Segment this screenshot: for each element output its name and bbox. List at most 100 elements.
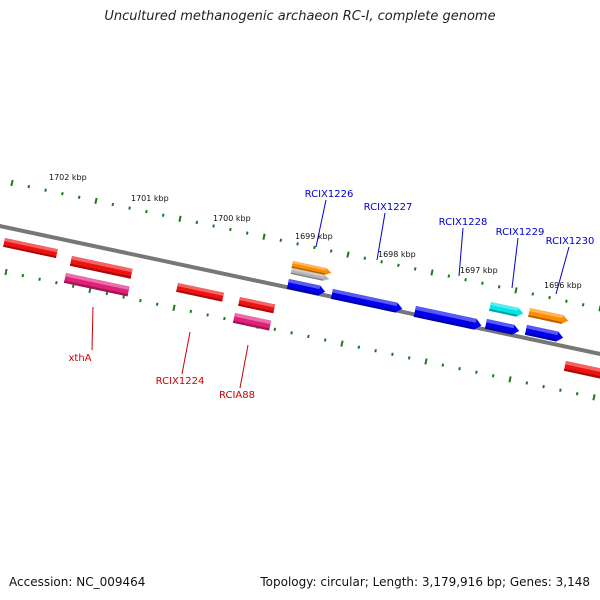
gene-leader-line [239, 344, 249, 389]
gene-label[interactable]: RCIX1224 [156, 376, 205, 387]
gene-shadow [524, 332, 557, 342]
ruler-label: 1701 kbp [131, 194, 169, 203]
gene-leader-line [91, 306, 94, 351]
gene-highlight [71, 256, 133, 273]
gene-feature[interactable] [290, 268, 330, 282]
tick-mark [229, 227, 232, 232]
gene-highlight [292, 261, 327, 271]
gene-feature[interactable] [238, 297, 276, 314]
tick-mark [514, 287, 518, 294]
gene-shadow [69, 263, 132, 279]
gene-feature[interactable] [176, 283, 224, 302]
accession-label: Accession: NC_009464 [9, 575, 146, 589]
gene-highlight [490, 302, 519, 311]
tick-row-upper [10, 179, 600, 312]
ruler-label: 1698 kbp [378, 250, 416, 259]
tick-mark [77, 195, 81, 199]
tick-mark [363, 256, 367, 260]
tick-mark [565, 299, 568, 303]
gene-feature[interactable] [563, 361, 600, 380]
tick-mark [172, 304, 176, 311]
gene-highlight [486, 319, 515, 329]
tick-mark [491, 374, 495, 378]
tick-mark [464, 278, 467, 282]
gene-label[interactable]: RCIX1230 [546, 236, 595, 247]
gene-shadow [176, 289, 223, 302]
tick-mark [21, 273, 25, 278]
genome-summary: Topology: circular; Length: 3,179,916 bp… [260, 575, 590, 589]
gene-shadow [330, 296, 396, 313]
tick-mark [548, 295, 551, 300]
gene-feature[interactable] [413, 306, 483, 331]
gene-feature[interactable] [69, 256, 133, 279]
gene-feature[interactable] [63, 273, 130, 297]
gene-leader-line [511, 237, 519, 289]
tick-mark [296, 242, 299, 246]
tick-mark [575, 392, 579, 396]
ruler-label: 1696 kbp [544, 281, 582, 290]
tick-mark [413, 267, 417, 271]
tick-mark [424, 358, 428, 365]
tick-mark [155, 302, 159, 306]
gene-shadow [238, 303, 274, 314]
gene-feature[interactable] [3, 238, 58, 259]
tick-mark [105, 291, 109, 296]
tick-mark [55, 281, 58, 285]
tick-mark [441, 363, 445, 367]
tick-mark [94, 197, 98, 205]
gene-label[interactable]: RCIX1226 [305, 189, 354, 200]
ruler-label: 1702 kbp [49, 173, 87, 182]
gene-feature[interactable] [484, 319, 520, 336]
gene-label[interactable]: RCIX1228 [439, 217, 488, 228]
tick-mark [195, 220, 199, 225]
gene-highlight [177, 283, 224, 296]
gene-highlight [288, 279, 321, 290]
gene-feature[interactable] [489, 302, 524, 318]
gene-highlight [415, 306, 477, 323]
gene-feature[interactable] [286, 279, 326, 297]
tick-mark [592, 394, 596, 401]
tick-mark [340, 340, 344, 347]
tick-mark [189, 309, 193, 314]
tick-mark [430, 269, 434, 276]
tick-marks [4, 179, 600, 401]
gene-feature[interactable] [291, 261, 333, 276]
gene-highlight [4, 238, 58, 253]
tick-mark [313, 245, 316, 250]
gene-label[interactable]: xthA [68, 353, 91, 364]
gene-label[interactable]: RCIX1229 [496, 227, 545, 238]
tick-mark [475, 370, 478, 374]
tick-mark [407, 356, 411, 360]
gene-feature[interactable] [524, 325, 564, 343]
gene-shadow [290, 272, 324, 281]
tick-mark [279, 238, 283, 242]
tick-mark [307, 334, 310, 339]
gene-highlight [234, 313, 272, 325]
tick-mark [145, 209, 148, 214]
gene-feature[interactable] [232, 313, 272, 331]
gene-highlight [291, 268, 325, 277]
tick-mark [111, 202, 115, 207]
gene-label[interactable]: RCIA88 [219, 390, 255, 401]
tick-mark [38, 277, 41, 281]
ruler-labels: 1702 kbp 1701 kbp 1700 kbp 1699 kbp 1698 kbp… [49, 173, 582, 290]
tick-mark [380, 260, 383, 264]
tick-mark [44, 188, 47, 192]
gene-features [3, 238, 600, 380]
gene-feature[interactable] [528, 308, 569, 325]
tick-mark [122, 295, 125, 299]
tick-mark [374, 349, 377, 353]
tick-mark [391, 352, 394, 356]
tick-mark [481, 281, 484, 285]
gene-leader-line [376, 212, 386, 261]
tick-mark [559, 388, 562, 392]
tick-mark [598, 305, 600, 312]
gene-feature[interactable] [330, 289, 404, 314]
gene-highlight [565, 361, 600, 373]
tick-mark [329, 249, 333, 253]
gene-shadow [291, 266, 326, 275]
gene-label[interactable]: RCIX1227 [364, 202, 413, 213]
tick-mark [525, 381, 529, 385]
